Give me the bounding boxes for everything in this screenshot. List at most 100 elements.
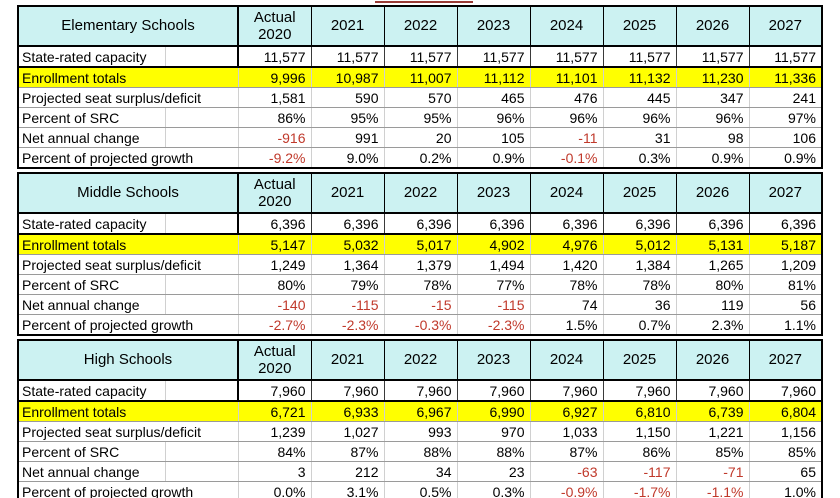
value-cell: 7,960: [311, 380, 385, 402]
row-label: Enrollment totals: [18, 67, 239, 88]
value-cell: 6,396: [457, 213, 531, 235]
column-header: 2025: [602, 172, 677, 214]
value-cell: 11,577: [603, 46, 677, 68]
column-header: 2026: [675, 339, 750, 381]
value-cell: 6,804: [749, 401, 822, 422]
column-header: 2027: [748, 5, 823, 47]
table-row: State-rated capacity 7,960 7,960 7,960 7,960…: [18, 380, 823, 402]
value-cell: -15: [384, 294, 458, 315]
title-underline-artifact: [375, 1, 473, 3]
value-cell: 80%: [676, 274, 750, 295]
value-cell: 96%: [530, 107, 604, 128]
value-cell: 6,739: [676, 401, 750, 422]
value-cell: 7,960: [749, 380, 823, 402]
value-cell: 7,960: [530, 380, 604, 402]
row-label: State-rated capacity: [18, 213, 239, 235]
value-cell: -63: [530, 461, 604, 482]
value-cell: 445: [603, 87, 677, 108]
row-label: Percent of projected growth: [18, 481, 239, 498]
value-cell: 1.1%: [749, 314, 822, 336]
column-header: 2023: [456, 339, 531, 381]
row-label: Net annual change: [18, 127, 239, 148]
value-cell: 6,927: [530, 401, 604, 422]
value-cell: 11,007: [384, 67, 458, 88]
value-cell: 11,336: [749, 67, 822, 88]
table-row: Net annual change -916 991 20 105 -11 31 98 106: [18, 127, 822, 148]
value-cell: 79%: [311, 274, 385, 295]
value-cell: 0.9%: [676, 147, 750, 169]
value-cell: 87%: [530, 441, 604, 462]
value-cell: 1,150: [603, 421, 677, 442]
value-cell: -2.3%: [311, 314, 385, 336]
value-cell: 993: [384, 421, 458, 442]
value-cell: 1,364: [311, 254, 385, 275]
column-header: 2026: [675, 172, 750, 214]
value-cell: 1,027: [311, 421, 385, 442]
section-header-row: Middle Schools Actual 2020 2021 2022 2023 202…: [17, 172, 823, 214]
value-cell: -0.3%: [384, 314, 458, 336]
table-row: Net annual change 3 212 34 23 -63 -117 -71 65: [18, 461, 822, 482]
value-cell: 6,990: [457, 401, 531, 422]
value-cell: 1,209: [749, 254, 822, 275]
column-header: 2022: [383, 172, 458, 214]
value-cell: 3: [238, 461, 312, 482]
value-cell: 1,265: [676, 254, 750, 275]
value-cell: 34: [384, 461, 458, 482]
row-label: Enrollment totals: [18, 401, 239, 422]
value-cell: 20: [384, 127, 458, 148]
row-label: Projected seat surplus/deficit: [18, 421, 239, 442]
value-cell: 1,384: [603, 254, 677, 275]
value-cell: 81%: [749, 274, 822, 295]
value-cell: 1.5%: [530, 314, 604, 336]
value-cell: 7,960: [457, 380, 531, 402]
value-cell: 78%: [603, 274, 677, 295]
table-row: Projected seat surplus/deficit 1,581 590 57…: [18, 87, 822, 108]
value-cell: 2.3%: [676, 314, 750, 336]
value-cell: 119: [676, 294, 750, 315]
value-cell: -1.1%: [676, 481, 750, 498]
value-cell: 212: [311, 461, 385, 482]
value-cell: 88%: [384, 441, 458, 462]
value-cell: -115: [457, 294, 531, 315]
row-label: State-rated capacity: [18, 46, 239, 68]
section-table-middle-schools: Middle Schools Actual 2020 2021 2022 2023 202…: [17, 172, 823, 336]
table-row: Percent of projected growth -9.2% 9.0% 0.2%…: [18, 147, 822, 169]
value-cell: 6,721: [238, 401, 312, 422]
value-cell: 96%: [603, 107, 677, 128]
value-cell: 36: [603, 294, 677, 315]
value-cell: 1,033: [530, 421, 604, 442]
table-row: Projected seat surplus/deficit 1,249 1,364…: [18, 254, 822, 275]
row-label: Net annual change: [18, 461, 239, 482]
value-cell: 465: [457, 87, 531, 108]
column-header: Actual 2020: [237, 172, 312, 214]
value-cell: -140: [238, 294, 312, 315]
row-label: Percent of SRC: [18, 441, 239, 462]
value-cell: -0.9%: [530, 481, 604, 498]
value-cell: -2.7%: [238, 314, 312, 336]
value-cell: 106: [749, 127, 822, 148]
value-cell: 6,396: [749, 213, 823, 235]
value-cell: 1,249: [238, 254, 312, 275]
column-header: 2027: [748, 339, 823, 381]
section-table-elementary-schools: Elementary Schools Actual 2020 2021 2022 202…: [17, 5, 823, 169]
table-row: Net annual change -140 -115 -15 -115 74 36 119 5…: [18, 294, 822, 315]
table-row: State-rated capacity 6,396 6,396 6,396 6,396…: [18, 213, 823, 235]
column-header: 2024: [529, 339, 604, 381]
value-cell: 5,012: [603, 234, 677, 255]
value-cell: 476: [530, 87, 604, 108]
value-cell: 74: [530, 294, 604, 315]
value-cell: 86%: [603, 441, 677, 462]
table-row: State-rated capacity 11,577 11,577 11,577 11…: [18, 46, 823, 68]
value-cell: 6,396: [237, 213, 312, 235]
value-cell: 7,960: [603, 380, 677, 402]
section-title: High Schools: [17, 339, 239, 381]
value-cell: 0.0%: [238, 481, 312, 498]
value-cell: -71: [676, 461, 750, 482]
value-cell: 11,132: [603, 67, 677, 88]
value-cell: 6,396: [311, 213, 385, 235]
value-cell: 23: [457, 461, 531, 482]
table-row: Enrollment totals 9,996 10,987 11,007 11,112…: [18, 67, 822, 88]
value-cell: -9.2%: [238, 147, 312, 169]
row-label: State-rated capacity: [18, 380, 239, 402]
